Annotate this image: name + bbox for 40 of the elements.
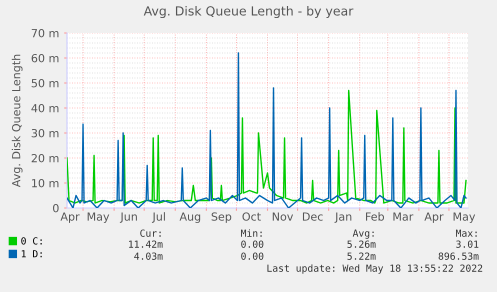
y-tick-label: 30 m (32, 128, 58, 138)
text: 11.42m (129, 240, 163, 248)
x-tick-label: Dec (302, 212, 323, 221)
y-tick-label: 0 (53, 204, 59, 212)
x-tick-label: Mar (393, 212, 414, 221)
x-tick-label: Aug (180, 212, 200, 223)
y-tick-label: 20 m (32, 154, 58, 162)
y-tick-label: 10 m (32, 178, 58, 188)
text: 5.26m (347, 240, 376, 248)
text: 896.53m (438, 252, 479, 260)
legend-label: 0 C: (21, 237, 42, 245)
x-tick-label: Nov (272, 212, 294, 221)
x-tick-label: May (88, 212, 110, 223)
text: 4.03m (134, 252, 163, 260)
x-tick-label: May (454, 212, 476, 223)
line-series (67, 90, 467, 204)
x-tick-label: Jan (334, 212, 352, 223)
x-tick-label: Jun (120, 212, 137, 223)
y-tick-label: 50 m (32, 78, 58, 88)
chart-title: Avg. Disk Queue Length - by year (144, 6, 354, 18)
text: Avg: (352, 230, 374, 239)
y-tick-label: 40 m (31, 104, 58, 112)
text: 3.01 (456, 240, 478, 248)
text: 0.00 (241, 252, 264, 260)
text: Cur: (140, 229, 161, 237)
x-tick-label: Feb (366, 212, 384, 221)
y-tick-label: 70 m (32, 28, 58, 38)
text: Max: (456, 230, 477, 237)
text: Last update: Wed May 18 13:55:22 2022 (267, 264, 482, 274)
text: 5.22m (347, 252, 376, 260)
x-tick-label: Oct (242, 212, 261, 221)
legend-label: 1 D: (22, 250, 42, 258)
y-tick-label: 60 m (32, 54, 58, 62)
text: Min: (240, 229, 262, 237)
y-axis-title: Avg. Disk Queue Length (12, 54, 23, 188)
x-tick-label: Apr (424, 212, 444, 223)
text: 0.00 (241, 240, 264, 248)
x-tick-label: Jul (152, 212, 165, 223)
x-tick-label: Apr (60, 212, 80, 223)
x-tick-label: Sep (212, 212, 232, 223)
